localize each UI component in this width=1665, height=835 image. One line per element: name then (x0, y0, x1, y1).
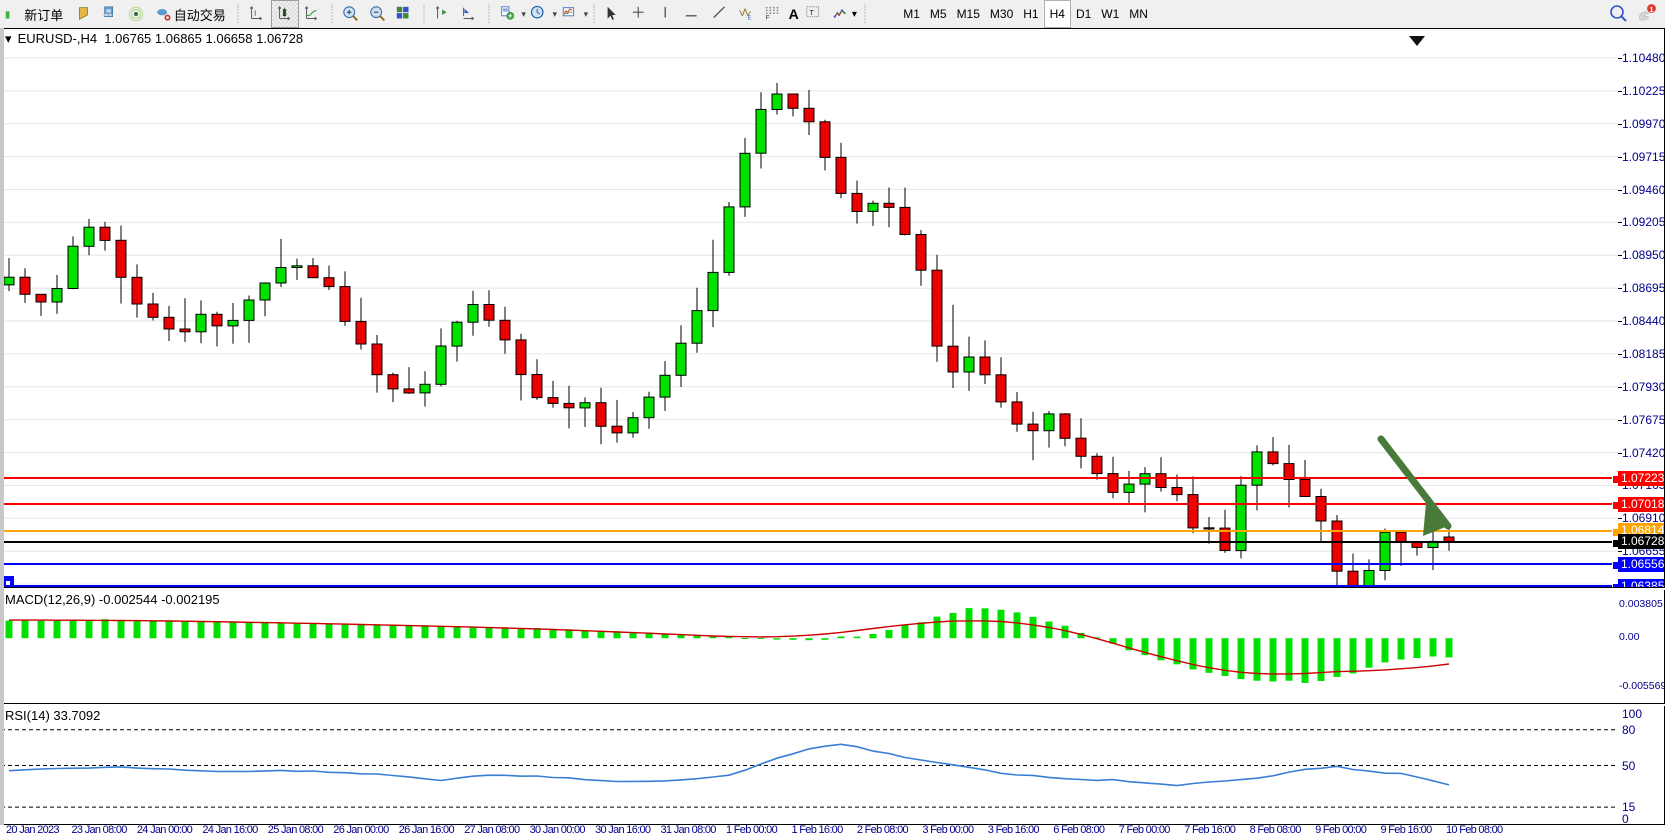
svg-text:E: E (748, 15, 752, 21)
svg-text:F: F (766, 14, 770, 21)
svg-text:T: T (810, 8, 815, 17)
svg-text:1: 1 (1650, 6, 1654, 14)
